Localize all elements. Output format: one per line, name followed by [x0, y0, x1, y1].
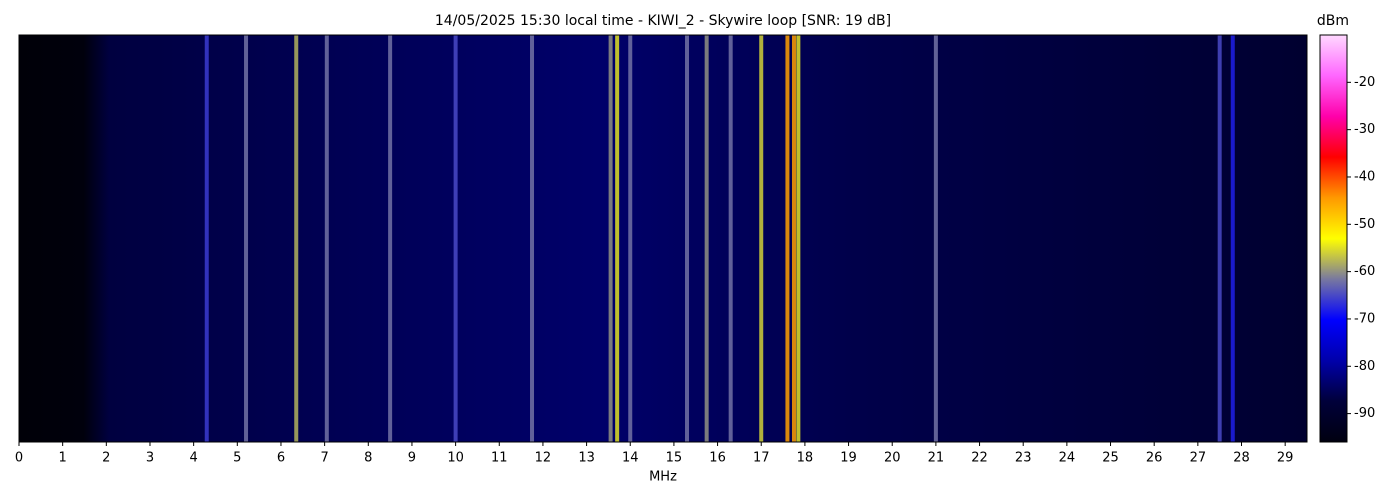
x-tick-label: 11 [491, 451, 508, 466]
x-tick-label: 28 [1233, 451, 1250, 466]
colorbar-tick-label: -20 [1354, 75, 1375, 90]
carrier-trace [1230, 35, 1235, 442]
x-tick-label: 8 [364, 451, 372, 466]
carrier-trace [796, 35, 801, 442]
carrier-trace [244, 35, 249, 442]
colorbar-tick-label: -40 [1354, 169, 1375, 184]
x-tick-label: 1 [59, 451, 67, 466]
x-tick-label: 4 [190, 451, 198, 466]
colorbar-tick-label: -80 [1354, 359, 1375, 374]
chart-title: 14/05/2025 15:30 local time - KIWI_2 - S… [435, 13, 891, 29]
carrier-trace [628, 35, 633, 442]
x-tick-label: 14 [622, 451, 639, 466]
colorbar-tick-label: -60 [1354, 264, 1375, 279]
colorbar-tick-label: -50 [1354, 217, 1375, 232]
x-tick-label: 19 [840, 451, 857, 466]
carrier-trace [615, 35, 620, 442]
x-tick-label: 9 [408, 451, 416, 466]
x-tick-label: 5 [233, 451, 241, 466]
carrier-trace [785, 35, 790, 442]
x-tick-label: 3 [146, 451, 154, 466]
carrier-trace [791, 35, 796, 442]
x-tick-label: 18 [797, 451, 814, 466]
x-tick-label: 10 [447, 451, 464, 466]
carrier-trace [530, 35, 535, 442]
carrier-trace [1217, 35, 1222, 442]
carrier-trace [704, 35, 709, 442]
x-tick-label: 17 [753, 451, 770, 466]
carrier-trace [608, 35, 613, 442]
carrier-trace [759, 35, 764, 442]
colorbar-tick-label: -30 [1354, 122, 1375, 137]
carrier-trace [685, 35, 690, 442]
x-tick-label: 29 [1277, 451, 1294, 466]
carrier-trace [388, 35, 393, 442]
x-tick-label: 25 [1102, 451, 1119, 466]
colorbar [1319, 34, 1348, 443]
colorbar-tick-label: -70 [1354, 311, 1375, 326]
x-axis-label: MHz [649, 470, 677, 485]
carrier-trace [204, 35, 209, 442]
x-tick-label: 23 [1015, 451, 1032, 466]
x-tick-label: 26 [1146, 451, 1163, 466]
x-tick-label: 24 [1059, 451, 1076, 466]
plot-frame [18, 34, 1308, 443]
carrier-trace [453, 35, 458, 442]
x-tick-label: 7 [320, 451, 328, 466]
x-tick-label: 27 [1190, 451, 1207, 466]
plot-background [19, 35, 1307, 442]
x-tick-label: 13 [578, 451, 595, 466]
x-tick-label: 15 [666, 451, 683, 466]
x-tick-label: 16 [709, 451, 726, 466]
carrier-trace [728, 35, 733, 442]
x-tick-label: 20 [884, 451, 901, 466]
colorbar-label: dBm [1317, 13, 1349, 29]
carrier-trace [294, 35, 299, 442]
x-tick-label: 12 [535, 451, 552, 466]
carrier-trace [324, 35, 329, 442]
x-tick-label: 2 [102, 451, 110, 466]
carrier-trace [933, 35, 938, 442]
x-tick-label: 21 [928, 451, 945, 466]
x-tick-label: 22 [971, 451, 988, 466]
x-tick-label: 0 [15, 451, 23, 466]
x-tick-label: 6 [277, 451, 285, 466]
colorbar-tick-label: -90 [1354, 406, 1375, 421]
